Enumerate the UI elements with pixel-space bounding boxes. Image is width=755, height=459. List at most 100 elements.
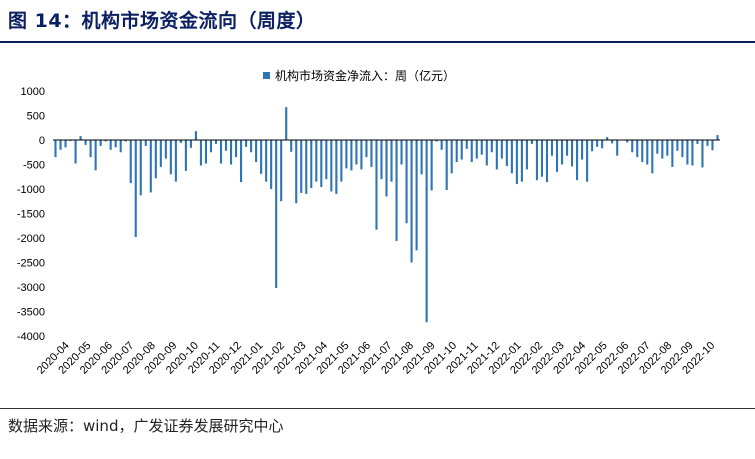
bar [430,140,433,191]
bar [219,140,223,164]
bar [235,140,238,158]
bar [330,140,333,192]
bar [199,140,202,166]
bar [285,107,288,140]
bar [245,140,248,147]
bar [350,140,353,171]
bar [290,140,293,152]
bar [405,140,408,224]
bar [716,135,719,140]
data-source-note: 数据来源：wind，广发证券发展研究中心 [8,417,284,435]
bar [415,140,418,251]
y-tick-label: -2500 [17,258,45,270]
bar [571,140,574,167]
bar [305,140,308,194]
bar [410,140,413,263]
bar [641,140,644,163]
bar [270,140,273,189]
bar [59,140,62,150]
bar [84,140,87,145]
legend-swatch [263,72,270,79]
bar [250,140,253,153]
bar [510,140,513,174]
bar [480,140,483,155]
bar [355,140,358,165]
bar [455,140,458,163]
bar [189,140,192,148]
bar [470,140,473,163]
bar [280,140,283,202]
bar [581,140,584,160]
bar [711,140,714,151]
bar [325,140,328,180]
bar [686,140,689,165]
bar [229,140,233,165]
bar [656,140,659,154]
bar [611,140,614,144]
bar [646,140,649,165]
y-tick-label: -1000 [17,184,45,196]
bar [555,140,559,172]
bar [104,140,107,142]
bar [545,140,549,183]
bar [400,140,403,165]
bar [164,140,167,159]
bar [445,140,448,190]
bar [89,140,92,158]
x-axis: 2020-042020-052020-062020-072020-082020-… [35,340,718,377]
bar [385,140,388,197]
bar [505,140,508,166]
bar [631,140,634,153]
bar [320,140,323,188]
bar [209,140,213,153]
bar [255,140,258,163]
bar [184,140,187,171]
bar [94,140,97,171]
bar [149,140,152,193]
bar [79,136,82,140]
bar [99,140,102,146]
bar [651,140,654,174]
y-tick-label: -2000 [17,233,45,245]
bar [550,140,554,156]
bar [490,140,493,153]
y-tick-label: 500 [27,111,45,123]
chart-legend: 机构市场资金净流入：周（亿元） [263,68,455,83]
bar [64,140,67,148]
bar [495,140,498,170]
bar [706,140,709,146]
bar [696,140,699,144]
bar [375,140,378,230]
bar [395,140,398,241]
bar [626,140,629,143]
bar [240,140,243,183]
y-tick-label: -4000 [17,331,45,343]
y-tick-label: -500 [23,160,45,172]
y-axis: 1000 500 0 -500 -1000 -1500 -2000 -2500 -3000 -35… [17,86,45,343]
bar [169,140,172,175]
bar [616,140,619,156]
bar [224,140,228,151]
bar [295,140,298,204]
bar [119,140,122,153]
bar [134,140,137,238]
bar [560,140,564,165]
bar [260,140,263,174]
bar [586,140,589,182]
bar [265,140,268,182]
bar [601,140,604,149]
bar [540,140,544,177]
bar [129,140,132,184]
bar [535,140,539,181]
bar [420,140,423,175]
y-tick-label: -3000 [17,282,45,294]
bar [565,140,569,156]
bar [214,140,218,144]
bar [435,140,438,142]
y-tick-label: 1000 [21,86,45,98]
bar [300,140,303,193]
bar [460,140,463,160]
bar [691,140,694,166]
y-tick-label: -1500 [17,209,45,221]
bar [345,140,348,169]
